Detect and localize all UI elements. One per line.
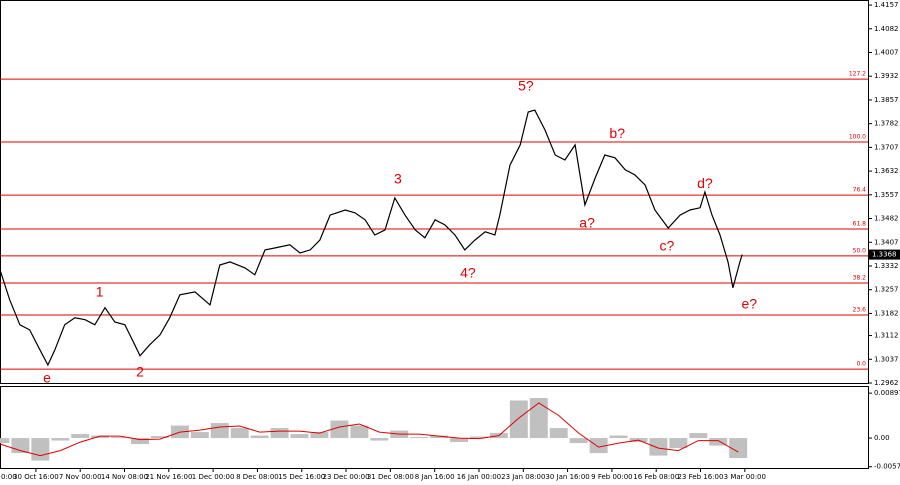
y2-tick-label: 0.00897: [874, 389, 900, 397]
x-tick-label: 1 Dec 00:00: [192, 473, 235, 481]
macd-bar: [230, 428, 249, 439]
wave-label: 1: [96, 284, 104, 300]
x-tick-label: 23 Feb 16:00: [678, 473, 724, 481]
wave-label: 5?: [518, 78, 534, 94]
x-tick-label: 16 Feb 08:00: [633, 473, 679, 481]
wave-label: c?: [659, 238, 674, 254]
x-tick-label: 8 Jan 16:00: [415, 473, 455, 481]
macd-bar: [529, 398, 548, 439]
wave-label: d?: [697, 175, 713, 191]
wave-label: 4?: [460, 265, 476, 281]
fib-label: 100.0: [849, 134, 866, 141]
wave-label: 2: [136, 364, 144, 380]
y-tick-label: 1.4157: [874, 1, 899, 9]
x-tick-label: 31 Dec 08:00: [367, 473, 414, 481]
y-tick-label: 1.3112: [874, 332, 899, 340]
x-tick-label: 30 Oct 16:00: [13, 473, 59, 481]
x-tick-label: 9 Feb 00:00: [591, 473, 632, 481]
macd-bar: [190, 432, 209, 439]
x-tick-label: 3 Mar 00:00: [724, 473, 766, 481]
y-tick-label: 1.3182: [874, 309, 899, 317]
macd-bar: [729, 438, 748, 459]
fib-label: 0.0: [856, 361, 866, 368]
x-tick-label: 0:00: [1, 473, 17, 481]
fib-label: 50.0: [853, 247, 867, 254]
macd-bar: [250, 435, 269, 439]
y-tick-label: 1.3857: [874, 96, 899, 104]
macd-bar: [150, 436, 169, 439]
x-tick-label: 16 Jan 00:00: [457, 473, 501, 481]
y2-tick-label: 0.00: [874, 434, 890, 442]
macd-bar: [290, 434, 309, 439]
fib-label: 61.8: [853, 220, 867, 227]
macd-bar: [51, 438, 70, 441]
macd-bar: [509, 400, 528, 439]
macd-bar: [450, 438, 469, 443]
price-line: [0, 109, 743, 367]
x-tick-label: 23 Jan 08:00: [501, 473, 545, 481]
last-price-label: 1.3368: [872, 251, 897, 259]
macd-bar: [270, 428, 289, 439]
fib-label: 76.4: [853, 187, 867, 194]
y-tick-label: 1.3407: [874, 238, 899, 246]
y-tick-label: 1.3782: [874, 120, 899, 128]
macd-bar: [31, 438, 50, 461]
x-tick-label: 15 Dec 16:00: [278, 473, 325, 481]
x-tick-label: 23 Dec 00:00: [323, 473, 370, 481]
macd-signal: [0, 402, 739, 457]
macd-bar: [350, 425, 369, 439]
wave-label: a?: [579, 215, 595, 231]
y-tick-label: 1.3632: [874, 167, 899, 175]
macd-bar: [91, 435, 110, 439]
macd-bar: [410, 437, 429, 439]
y-tick-label: 1.4082: [874, 25, 899, 33]
macd-bar: [669, 438, 688, 449]
y-tick-label: 1.3257: [874, 286, 899, 294]
macd-bar: [330, 420, 349, 439]
y-tick-label: 1.3482: [874, 215, 899, 223]
fib-label: 127.2: [849, 71, 866, 78]
x-tick-label: 7 Nov 00:00: [59, 473, 102, 481]
macd-bar: [0, 438, 10, 444]
x-tick-label: 8 Dec 08:00: [236, 473, 279, 481]
macd-bar: [549, 428, 568, 439]
wave-label: e?: [741, 296, 757, 312]
y-tick-label: 1.3037: [874, 355, 899, 363]
y-tick-label: 1.4007: [874, 49, 899, 57]
macd-bar: [569, 438, 588, 444]
macd-bar: [430, 435, 449, 439]
macd-bar: [689, 433, 708, 439]
y-tick-label: 1.3557: [874, 191, 899, 199]
y-tick-label: 1.3332: [874, 262, 899, 270]
macd-bar: [131, 438, 149, 445]
y2-tick-label: -0.00573: [874, 463, 900, 471]
x-tick-label: 30 Jan 16:00: [545, 473, 589, 481]
y-tick-label: 1.3707: [874, 143, 899, 151]
macd-bar: [470, 436, 488, 439]
macd-bar: [310, 432, 329, 439]
macd-bar: [589, 438, 608, 454]
wave-label: b?: [609, 125, 625, 141]
macd-bar: [71, 434, 90, 439]
y-tick-label: 1.2962: [874, 379, 899, 387]
macd-bar: [649, 438, 668, 456]
macd-bar: [210, 423, 229, 439]
y-tick-label: 1.3932: [874, 72, 899, 80]
wave-label: 3: [394, 171, 402, 187]
macd-bar: [111, 437, 130, 439]
macd-bar: [709, 438, 728, 446]
macd-bar: [609, 435, 628, 439]
macd-bar: [370, 438, 389, 441]
x-tick-label: 21 Nov 16:00: [145, 473, 192, 481]
fib-label: 23.6: [853, 307, 867, 314]
fib-label: 38.2: [853, 275, 867, 282]
last-price-box: [869, 249, 900, 260]
price-pane: [0, 0, 869, 384]
x-tick-label: 14 Nov 08:00: [101, 473, 148, 481]
wave-label: e: [43, 370, 51, 386]
